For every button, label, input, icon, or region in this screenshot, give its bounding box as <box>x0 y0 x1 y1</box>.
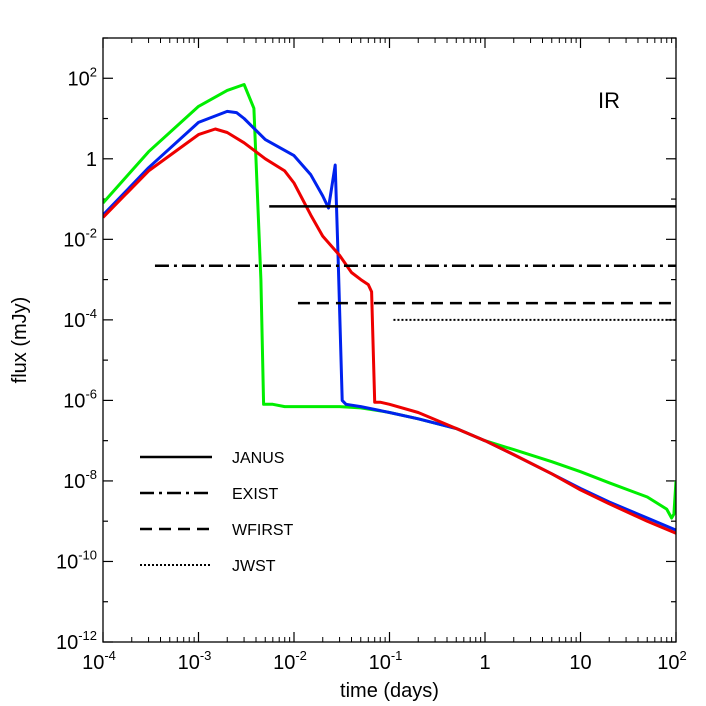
limits-layer <box>154 205 676 321</box>
legend-label-wfirst: WFIRST <box>232 522 294 539</box>
x-tick-label: 10-1 <box>369 648 403 674</box>
y-tick-label: 10-4 <box>63 306 97 332</box>
plot-frame <box>102 37 677 643</box>
x-tick-label: 10-3 <box>178 648 212 674</box>
y-tick-label: 10-10 <box>56 547 97 573</box>
legend-label-exist: EXIST <box>232 486 278 503</box>
series-line-2 <box>103 127 676 535</box>
legend-layer: JANUS EXIST WFIRST JWST <box>140 450 294 575</box>
y-tick-label: 1 <box>86 149 97 171</box>
y-tick-label: 10-12 <box>56 628 97 654</box>
x-tick-label: 10-2 <box>273 648 307 674</box>
x-tick-label: 102 <box>657 648 686 674</box>
x-tick-label: 10 <box>569 652 591 674</box>
ticks-layer <box>102 37 677 643</box>
series-line-0 <box>103 83 676 520</box>
series-layer <box>103 83 676 535</box>
x-tick-label: 1 <box>479 652 490 674</box>
y-tick-label: 102 <box>68 64 97 90</box>
y-tick-label: 10-6 <box>63 386 97 412</box>
legend-label-janus: JANUS <box>232 450 284 467</box>
x-tick-label: 10-4 <box>82 648 116 674</box>
annotation-label: IR <box>598 88 620 113</box>
y-tick-label: 10-2 <box>63 225 97 251</box>
labels-layer: 10-4 10-3 10-2 10-1 1 10 102 10-12 10-10 10-8 10-6… <box>56 64 687 674</box>
legend-label-jwst: JWST <box>232 558 276 575</box>
y-axis-label: flux (mJy) <box>9 297 31 384</box>
y-tick-label: 10-8 <box>63 467 97 493</box>
x-axis-label: time (days) <box>340 680 439 702</box>
